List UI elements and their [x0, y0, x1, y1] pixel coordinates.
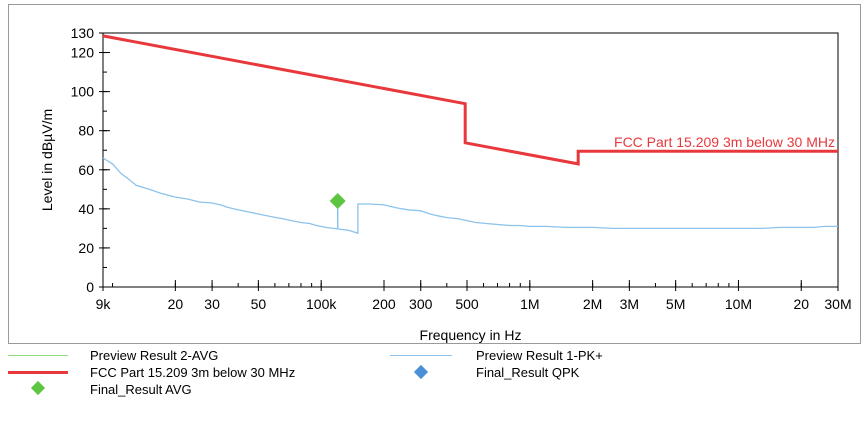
x-tick-label: 20: [168, 296, 184, 312]
x-tick-label: 9k: [96, 296, 112, 312]
marker-final-result-avg: [329, 193, 346, 210]
chart-plot: 0 20 40 60 80 100 120 130 9k 20 30 50 100k 200 300 500 1…: [39, 25, 852, 343]
legend-line-preview-pk: [390, 355, 452, 356]
y-tick-label: 120: [71, 45, 95, 61]
legend-diamond-final-avg: [30, 380, 46, 396]
legend-label-preview-avg: Preview Result 2-AVG: [90, 348, 219, 363]
limit-line-label: FCC Part 15.209 3m below 30 MHz: [614, 134, 835, 150]
x-tick-label: 300: [409, 296, 433, 312]
y-tick-label: 100: [71, 84, 95, 100]
legend-item-final-avg: Final_Result AVG: [0, 380, 420, 397]
x-tick-label: 100k: [306, 296, 337, 312]
x-tick-label: 50: [251, 296, 267, 312]
legend-item-fcc-limit: FCC Part 15.209 3m below 30 MHz: [0, 363, 420, 380]
legend-label-final-avg: Final_Result AVG: [90, 382, 192, 397]
y-tick-label: 60: [78, 162, 94, 178]
x-tick-label: 30: [204, 296, 220, 312]
legend-label-preview-pk: Preview Result 1-PK+: [476, 348, 603, 363]
x-tick-label: 200: [372, 296, 396, 312]
x-tick-label: 10M: [725, 296, 752, 312]
legend-label-final-qpk: Final_Result QPK: [476, 365, 580, 380]
x-tick-label: 2M: [583, 296, 602, 312]
series-preview-result-1-pk: [102, 157, 838, 235]
legend-item-preview-avg: Preview Result 2-AVG: [0, 346, 420, 363]
legend-line-fcc-limit: [8, 371, 68, 374]
legend-line-preview-avg: [8, 355, 68, 356]
x-tick-label: 1M: [520, 296, 539, 312]
y-tick-label: 20: [78, 240, 94, 256]
x-tick-label: 20: [793, 296, 809, 312]
x-tick-label: 5M: [666, 296, 685, 312]
x-axis-title: Frequency in Hz: [420, 327, 522, 343]
y-tick-label: 130: [71, 25, 95, 41]
y-tick-label: 40: [78, 201, 94, 217]
plot-frame: [102, 32, 839, 288]
series-fcc-part-15-209-3m-below-30-mhz: [102, 34, 838, 166]
y-tick-label: 0: [86, 279, 94, 295]
legend-item-final-qpk: Final_Result QPK: [390, 363, 860, 380]
y-axis-title: Level in dBµV/m: [39, 109, 55, 211]
legend-item-preview-pk: Preview Result 1-PK+: [390, 346, 860, 363]
x-tick-label: 3M: [620, 296, 639, 312]
x-tick-label: 30M: [824, 296, 851, 312]
legend-label-fcc-limit: FCC Part 15.209 3m below 30 MHz: [90, 365, 296, 380]
y-tick-label: 80: [78, 123, 94, 139]
legend-diamond-final-qpk: [413, 364, 429, 380]
x-tick-label: 500: [455, 296, 479, 312]
chart-legend: Preview Result 2-AVG Preview Result 1-PK…: [0, 346, 864, 427]
